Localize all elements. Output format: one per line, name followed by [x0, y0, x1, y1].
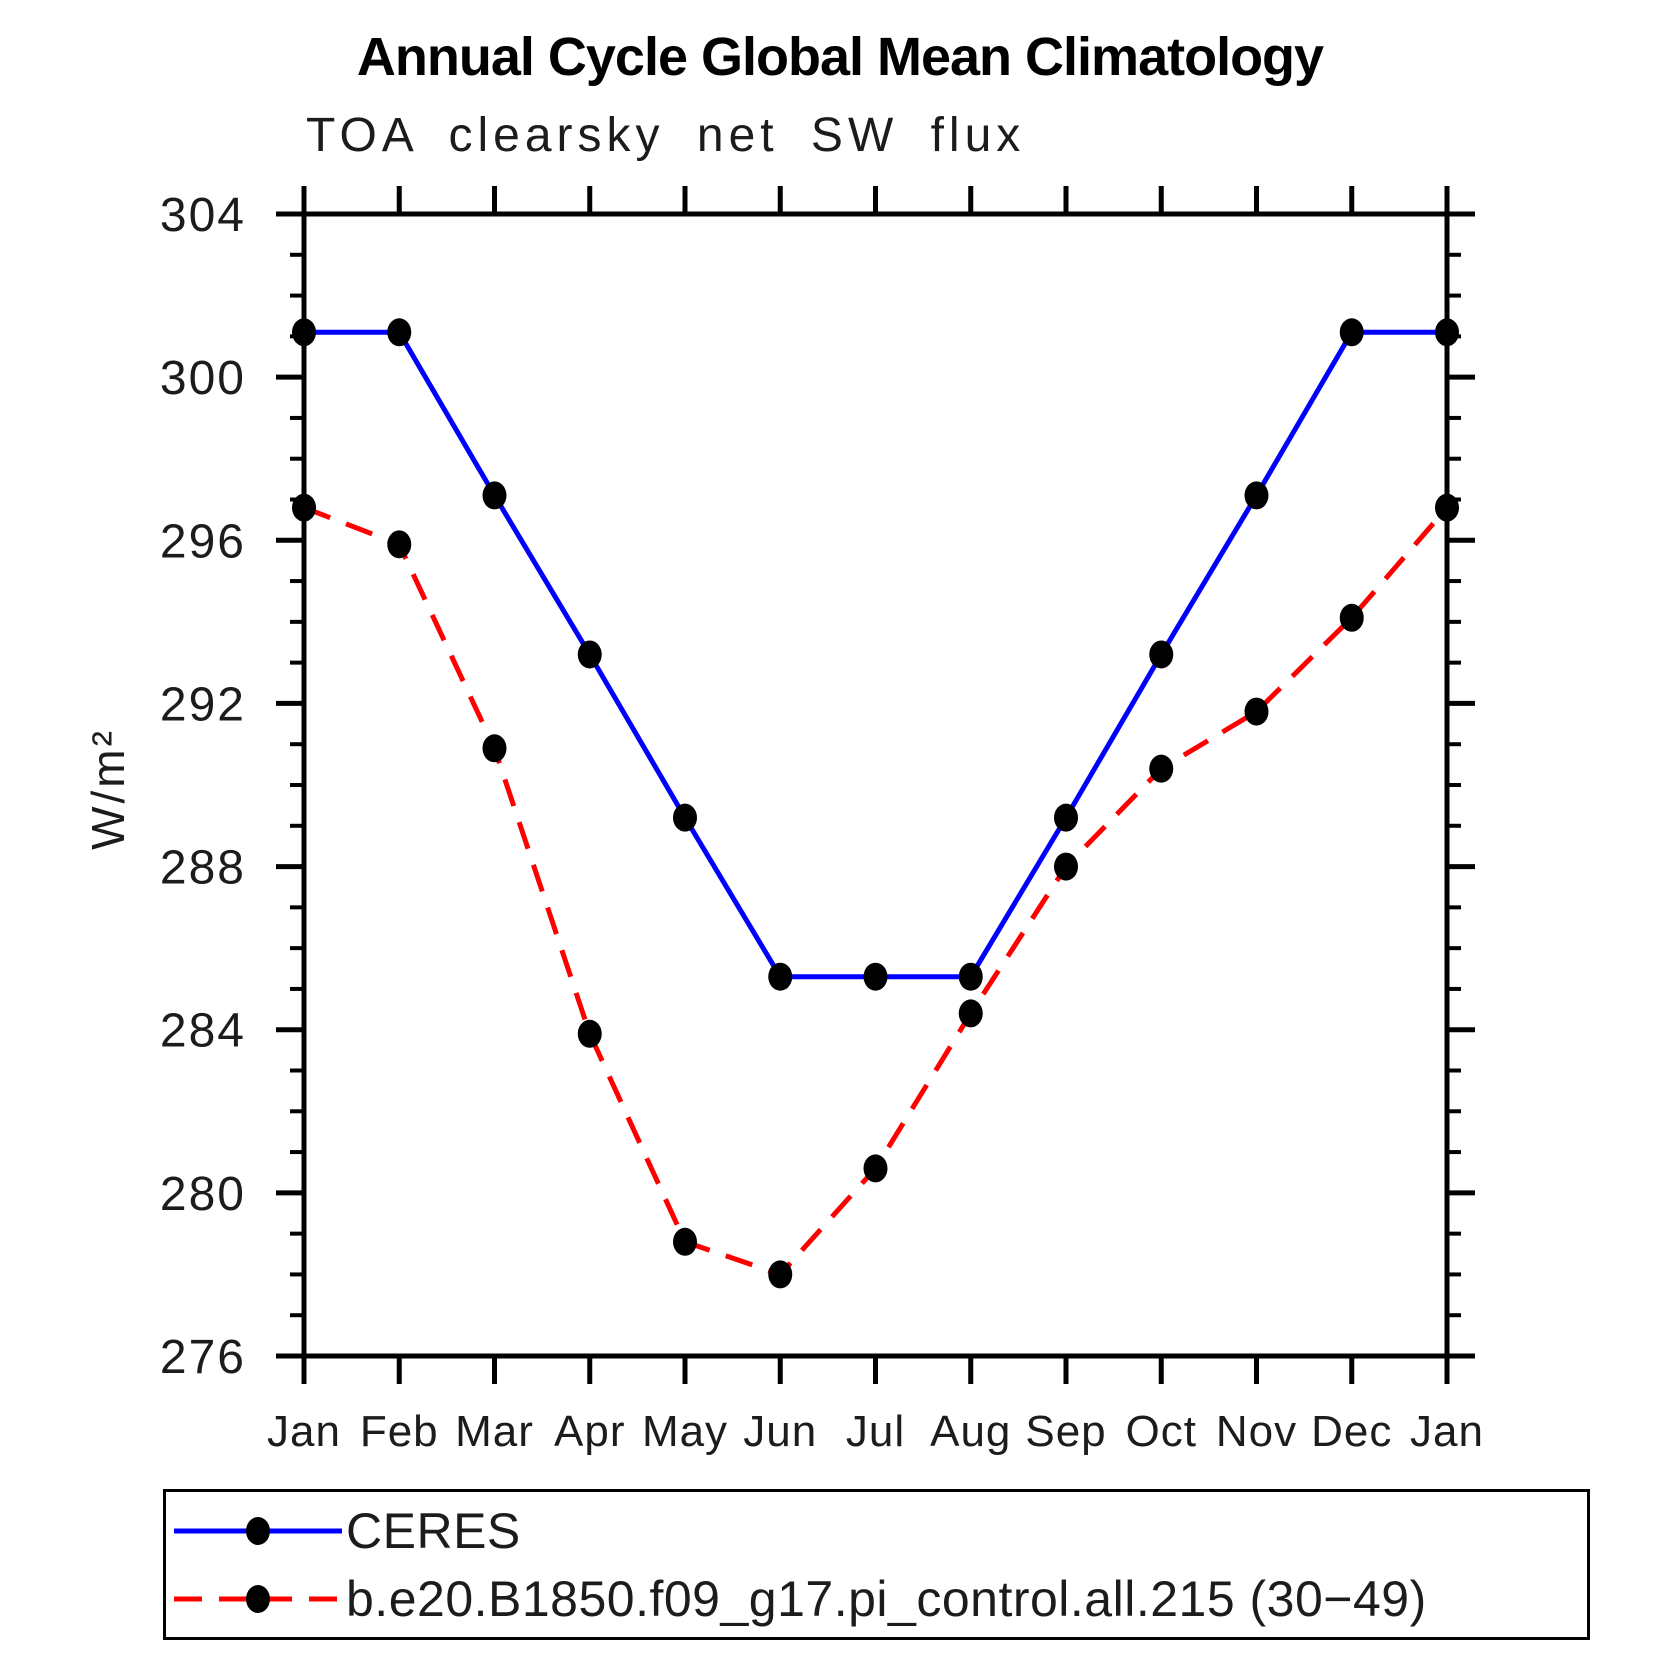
data-point-marker [673, 1227, 697, 1256]
data-point-marker [1054, 803, 1078, 832]
data-point-marker [673, 803, 697, 832]
y-tick-label: 296 [160, 515, 246, 568]
data-point-marker [387, 530, 412, 559]
data-point-marker [577, 1019, 602, 1048]
legend-marker-dot [246, 1517, 270, 1545]
legend-marker-dot [246, 1585, 270, 1613]
data-point-marker [1149, 754, 1174, 783]
legend-dashed-line-swatch [174, 1585, 342, 1613]
data-point-marker [768, 962, 793, 991]
chart-title: Annual Cycle Global Mean Climatology [356, 27, 1324, 87]
legend-item-model: b.e20.B1850.f09_g17.pi_control.all.215 (… [172, 1574, 1427, 1624]
x-tick-label: Nov [1216, 1407, 1297, 1456]
y-tick-label: 304 [160, 189, 246, 242]
x-tick-label: Jun [743, 1407, 817, 1456]
x-tick-label: Feb [360, 1407, 439, 1456]
x-tick-label: Apr [554, 1407, 625, 1456]
data-point-marker [482, 734, 507, 763]
plot-frame [301, 211, 1450, 1359]
legend-label-model: b.e20.B1850.f09_g17.pi_control.all.215 (… [346, 1571, 1427, 1627]
data-point-marker [1149, 640, 1174, 669]
x-tick-label: Jan [1410, 1407, 1484, 1456]
data-point-marker [1054, 852, 1078, 881]
series-line-0 [304, 329, 1447, 980]
y-tick-label: 276 [160, 1331, 246, 1384]
y-tick-label: 280 [160, 1168, 246, 1221]
x-tick-label: Sep [1025, 1407, 1106, 1456]
data-point-marker [768, 1260, 793, 1289]
data-point-marker [482, 481, 507, 510]
x-tick-label: Oct [1126, 1407, 1197, 1456]
chart-subtitle: TOA clearsky net SW flux [306, 109, 1026, 162]
data-point-marker [292, 318, 316, 347]
x-tick-label: Dec [1311, 1407, 1392, 1456]
data-point-marker [958, 962, 983, 991]
legend-item-ceres: CERES [172, 1506, 521, 1556]
data-point-marker [863, 962, 888, 991]
y-tick-label: 288 [160, 842, 246, 895]
data-point-marker [1244, 697, 1269, 726]
x-tick-label: Jan [267, 1407, 341, 1456]
legend-box: CERES b.e20.B1850.f09_g17.pi_control.all… [163, 1489, 1590, 1640]
x-tick-label: Aug [930, 1407, 1011, 1456]
legend-solid-line-swatch [174, 1517, 342, 1545]
data-point-marker [577, 640, 602, 669]
y-axis-title: W/m² [82, 728, 134, 850]
x-tick-label: Mar [455, 1407, 534, 1456]
y-tick-label: 300 [160, 352, 246, 405]
data-point-marker [1435, 318, 1459, 347]
y-tick-label: 292 [160, 678, 246, 731]
data-point-marker [387, 318, 412, 347]
legend-label-ceres: CERES [346, 1503, 521, 1559]
data-point-marker [292, 493, 316, 522]
data-point-marker [1339, 318, 1364, 347]
x-tick-label: May [642, 1407, 728, 1456]
x-tick-label: Jul [846, 1407, 905, 1456]
y-tick-label: 284 [160, 1005, 246, 1058]
data-point-marker [1339, 603, 1364, 632]
data-point-marker [1244, 481, 1269, 510]
data-point-marker [1435, 493, 1459, 522]
data-point-marker [863, 1154, 888, 1183]
data-point-marker [958, 999, 983, 1028]
